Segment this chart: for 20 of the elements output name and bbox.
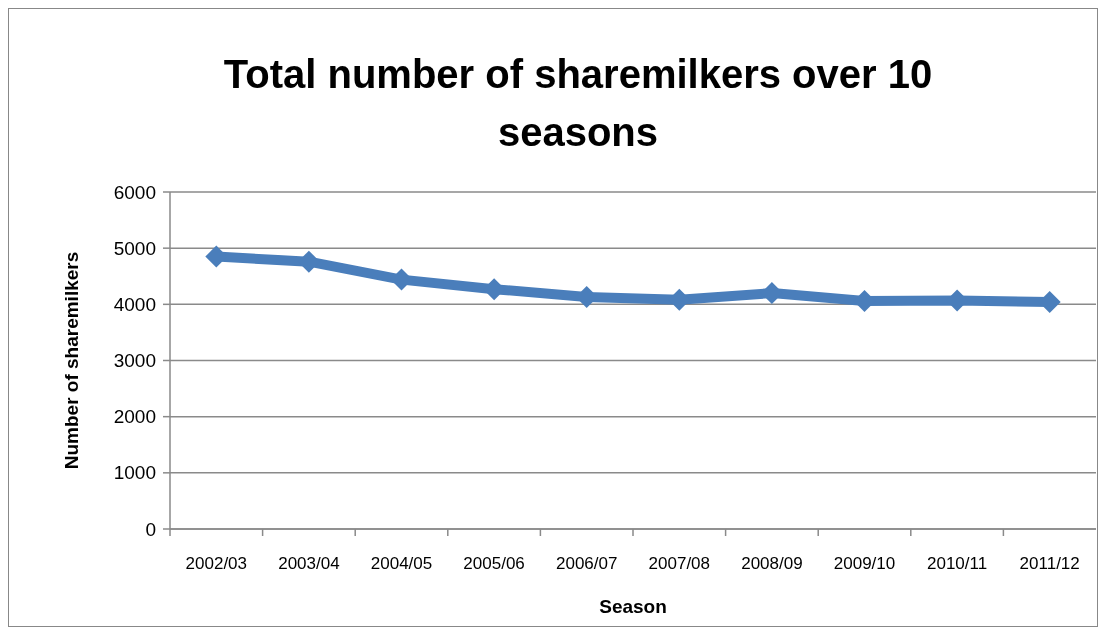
y-tick-label: 5000 xyxy=(113,237,156,259)
x-tick-label: 2008/09 xyxy=(741,554,803,573)
y-axis-title: Number of sharemilkers xyxy=(61,251,82,470)
x-axis-title: Season xyxy=(599,596,667,617)
y-tick-label: 1000 xyxy=(113,462,156,484)
y-tick-label: 0 xyxy=(145,518,156,540)
x-tick-label: 2006/07 xyxy=(555,554,618,573)
x-tick-label: 2002/03 xyxy=(185,554,248,573)
x-tick-label: 2003/04 xyxy=(278,554,340,573)
y-tick-label: 4000 xyxy=(113,293,156,315)
x-tick-label: 2005/06 xyxy=(463,554,525,573)
x-tick-label: 2007/08 xyxy=(648,554,711,573)
y-tick-label: 3000 xyxy=(113,350,156,372)
x-tick-label: 2011/12 xyxy=(1019,554,1080,573)
x-tick-label: 2004/05 xyxy=(370,554,433,573)
y-tick-label: 2000 xyxy=(113,406,156,428)
y-tick-label: 6000 xyxy=(113,181,156,203)
chart-title: Total number of sharemilkers over 10 seasons xyxy=(223,52,933,154)
x-tick-label: 2009/10 xyxy=(833,554,896,573)
x-tick-label: 2010/11 xyxy=(927,554,988,573)
